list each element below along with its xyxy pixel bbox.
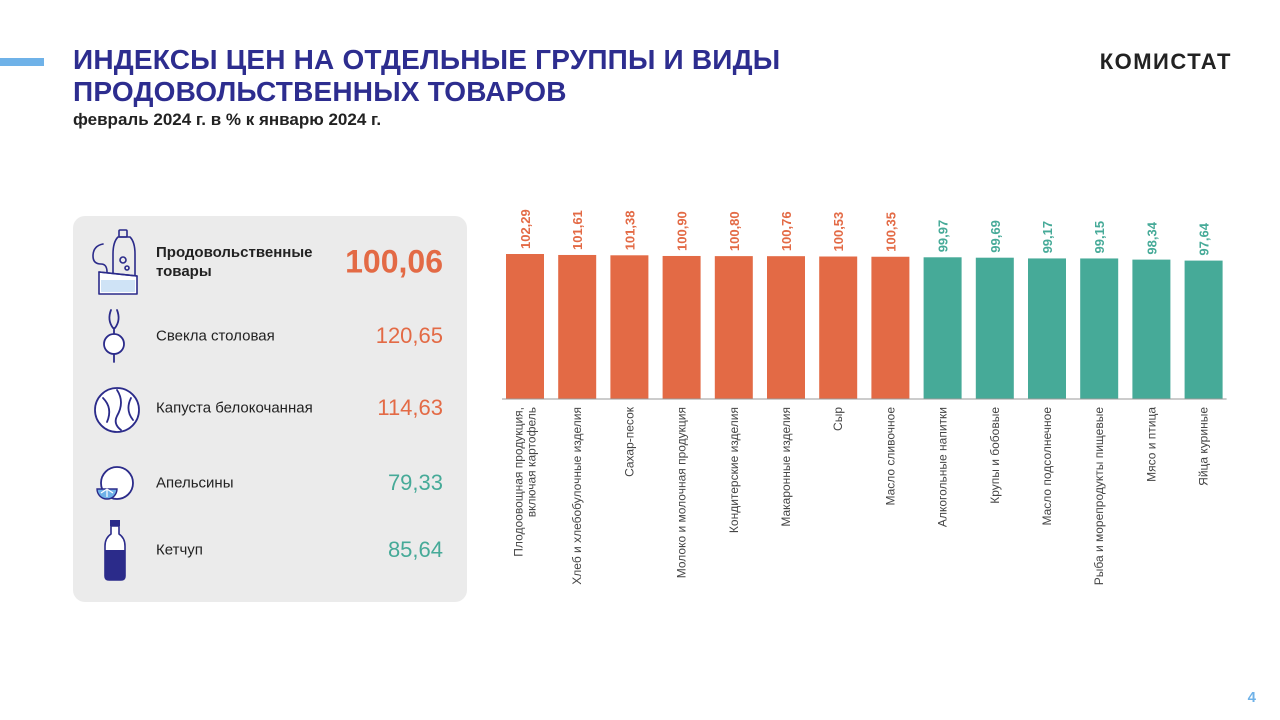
bar-value-label: 102,29 (518, 209, 533, 249)
orange-icon (96, 466, 134, 500)
page-number: 4 (1247, 689, 1256, 706)
panel-row-cabbage: Капуста белокочанная 114,63 (73, 378, 467, 438)
bar (506, 254, 544, 399)
panel-label: Капуста белокочанная (156, 399, 313, 417)
category-label-line: Масло подсолнечное (1040, 407, 1054, 526)
bar-value-label: 99,15 (1092, 221, 1107, 254)
accent-bar (0, 58, 44, 66)
bar (1028, 258, 1066, 399)
category-label: Макаронные изделия (779, 407, 793, 527)
category-label: Рыба и морепродукты пищевые (1092, 407, 1106, 586)
bar-value-label: 98,34 (1144, 221, 1159, 254)
bar-value-label: 100,35 (883, 212, 898, 252)
page-subtitle: февраль 2024 г. в % к январю 2024 г. (73, 110, 382, 129)
panel-row-food-products: Продовольственные товары 100,06 (73, 224, 467, 300)
bar (1132, 259, 1171, 399)
category-label-line: Молоко и молочная продукция (675, 407, 689, 578)
bar-value-label: 97,64 (1197, 222, 1212, 255)
category-label-line: Сахар-песок (622, 406, 636, 477)
bar-value-label: 100,76 (779, 211, 794, 251)
category-label: Плодоовощная продукция,включая картофель (512, 407, 539, 557)
panel-label: Кетчуп (156, 541, 203, 559)
bar (662, 255, 701, 399)
bar-value-label: 99,17 (1040, 221, 1055, 254)
key-items-panel: Продовольственные товары 100,06 Свекла с… (73, 216, 467, 602)
category-label: Яйца куриные (1197, 407, 1211, 486)
category-label-line: Макаронные изделия (779, 407, 793, 527)
bar (1184, 260, 1223, 399)
panel-value: 85,64 (387, 537, 443, 562)
bar (714, 256, 753, 399)
page-title: ИНДЕКСЫ ЦЕН НА ОТДЕЛЬНЫЕ ГРУППЫ И ВИДЫ П… (73, 44, 833, 108)
bar (767, 256, 805, 399)
category-label: Кондитерские изделия (727, 407, 741, 533)
category-label: Крупы и бобовые (988, 407, 1002, 504)
panel-value: 79,33 (387, 470, 443, 495)
bar (871, 256, 910, 399)
bar (558, 254, 597, 399)
panel-row-beet: Свекла столовая 120,65 (73, 306, 467, 366)
bar-value-label: 100,90 (675, 211, 690, 251)
bar (1080, 258, 1119, 399)
category-label-line: Рыба и морепродукты пищевые (1092, 407, 1106, 586)
page-title-line-2: ПРОДОВОЛЬСТВЕННЫХ ТОВАРОВ (73, 76, 567, 107)
category-label-line: Сыр (831, 407, 845, 431)
page-title-line-1: ИНДЕКСЫ ЦЕН НА ОТДЕЛЬНЫЕ ГРУППЫ И ВИДЫ (73, 44, 781, 75)
bar (923, 257, 962, 399)
category-label: Сыр (831, 407, 845, 431)
bar-value-label: 100,80 (727, 211, 742, 251)
food-products-icon (92, 229, 138, 295)
panel-label: Свекла столовая (156, 327, 275, 345)
category-label: Масло сливочное (883, 407, 897, 506)
category-label: Молоко и молочная продукция (675, 407, 689, 578)
category-label-line: Плодоовощная продукция, (512, 407, 526, 557)
category-label-line: Хлеб и хлебобулочные изделия (570, 407, 584, 585)
bar-value-label: 101,61 (570, 210, 585, 250)
brand-logo: КОМИСТАТ (1099, 49, 1232, 74)
category-label-line: Масло сливочное (883, 407, 897, 506)
bar-value-label: 101,38 (622, 211, 637, 251)
category-label-line: Яйца куриные (1197, 407, 1211, 486)
category-label: Сахар-песок (622, 406, 636, 477)
panel-label: Апельсины (156, 474, 234, 492)
bar-value-label: 100,53 (831, 212, 846, 252)
category-label-line: включая картофель (525, 407, 539, 517)
beet-icon (103, 309, 125, 363)
category-label: Алкогольные напитки (936, 407, 950, 527)
cabbage-icon (94, 387, 140, 433)
panel-value: 114,63 (377, 395, 443, 420)
category-label-line: Мясо и птица (1144, 407, 1158, 482)
category-label: Хлеб и хлебобулочные изделия (570, 407, 584, 585)
bar (610, 255, 649, 399)
ketchup-bottle-icon (104, 520, 126, 581)
category-label-line: Алкогольные напитки (936, 407, 950, 527)
price-index-bar-chart: 102,29 Плодоовощная продукция,включая кар… (502, 209, 1227, 586)
category-label-line: Кондитерские изделия (727, 407, 741, 533)
bar (819, 256, 858, 399)
bar-value-label: 99,97 (936, 220, 951, 253)
panel-value: 100,06 (345, 243, 443, 280)
panel-row-ketchup: Кетчуп 85,64 (73, 516, 467, 584)
bar (975, 257, 1014, 399)
panel-value: 120,65 (375, 323, 443, 348)
panel-label: Продовольственные товары (156, 244, 313, 280)
bar-value-label: 99,69 (988, 220, 1003, 253)
panel-row-oranges: Апельсины 79,33 (73, 453, 467, 513)
category-label-line: Крупы и бобовые (988, 407, 1002, 504)
category-label: Масло подсолнечное (1040, 407, 1054, 526)
category-label: Мясо и птица (1144, 407, 1158, 482)
